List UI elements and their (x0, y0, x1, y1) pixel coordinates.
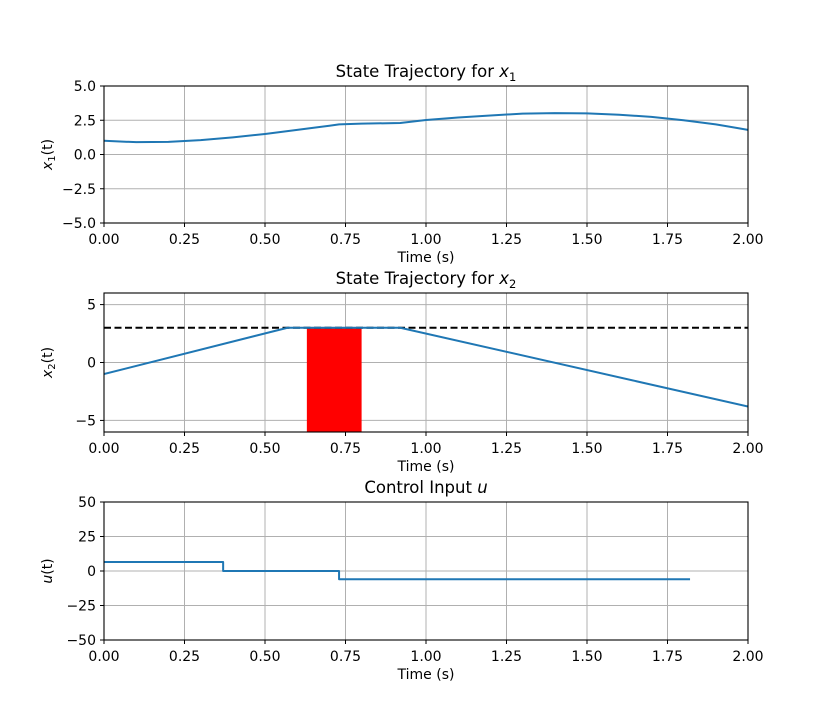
x-tick-label: 1.25 (491, 232, 522, 248)
y-tick-label: 0 (87, 356, 96, 372)
x-tick-label: 0.50 (249, 649, 280, 665)
x-tick-label: 0.75 (330, 232, 361, 248)
x-tick-label: 1.00 (410, 649, 441, 665)
series-line (104, 561, 691, 581)
x-tick-label: 1.25 (491, 441, 522, 457)
x-tick-label: 0.00 (88, 232, 119, 248)
y-tick-label: −50 (66, 633, 96, 649)
x-tick-label: 2.00 (732, 232, 763, 248)
y-tick-label: 25 (78, 530, 96, 546)
y-tick-label: 2.5 (74, 113, 96, 129)
x-tick-label: 1.75 (652, 232, 683, 248)
chart-panel-3: 0.00 0.25 0.50 0.75 1.00 1.25 1.50 1.75 2.00 −50 −… (40, 478, 764, 683)
x-tick-label: 1.50 (571, 649, 602, 665)
y-tick-label: −25 (66, 599, 96, 615)
x-tick-label: 1.75 (652, 649, 683, 665)
x-tick-label: 2.00 (732, 649, 763, 665)
x-tick-label: 1.25 (491, 649, 522, 665)
x-tick-label: 0.00 (88, 441, 119, 457)
x-tick-label: 0.75 (330, 649, 361, 665)
x-tick-label: 0.50 (249, 441, 280, 457)
chart-title: Control Input u (364, 478, 487, 497)
y-tick-label: 50 (78, 495, 96, 511)
chart-title: State Trajectory for x2 (336, 269, 517, 291)
shaded-region (306, 327, 362, 432)
y-axis-label: u(t) (40, 558, 56, 583)
y-tick-label: 0 (87, 564, 96, 580)
x-tick-label: 1.75 (652, 441, 683, 457)
x-tick-label: 0.25 (169, 649, 200, 665)
x-tick-label: 0.25 (169, 441, 200, 457)
x-tick-label: 1.00 (410, 441, 441, 457)
x-axis-label: Time (s) (397, 250, 455, 266)
chart-panel-1: 0.00 0.25 0.50 0.75 1.00 1.25 1.50 1.75 2.00 −5.0… (40, 62, 764, 266)
x-tick-label: 2.00 (732, 441, 763, 457)
x-tick-label: 1.00 (410, 232, 441, 248)
series-line (104, 326, 748, 408)
x-tick-label: 0.75 (330, 441, 361, 457)
y-tick-label: 5 (87, 298, 96, 314)
y-tick-label: −5 (75, 413, 96, 429)
x-tick-label: 1.50 (571, 441, 602, 457)
chart-panel-2: 0.00 0.25 0.50 0.75 1.00 1.25 1.50 1.75 2.00 −5 0 5… (40, 269, 764, 475)
x-axis-label: Time (s) (397, 459, 455, 475)
chart-title: State Trajectory for x1 (336, 62, 517, 84)
x-tick-label: 1.50 (571, 232, 602, 248)
y-tick-label: −5.0 (62, 216, 96, 232)
x-axis-label: Time (s) (397, 667, 455, 683)
series-line (104, 112, 748, 144)
y-tick-label: 5.0 (74, 79, 96, 95)
x-tick-label: 0.00 (88, 649, 119, 665)
x-tick-label: 0.50 (249, 232, 280, 248)
y-axis-label: x1(t) (40, 139, 58, 171)
x-tick-label: 0.25 (169, 232, 200, 248)
y-tick-label: 0.0 (74, 148, 96, 164)
y-tick-label: −2.5 (62, 182, 96, 198)
y-axis-label: x2(t) (40, 347, 58, 379)
